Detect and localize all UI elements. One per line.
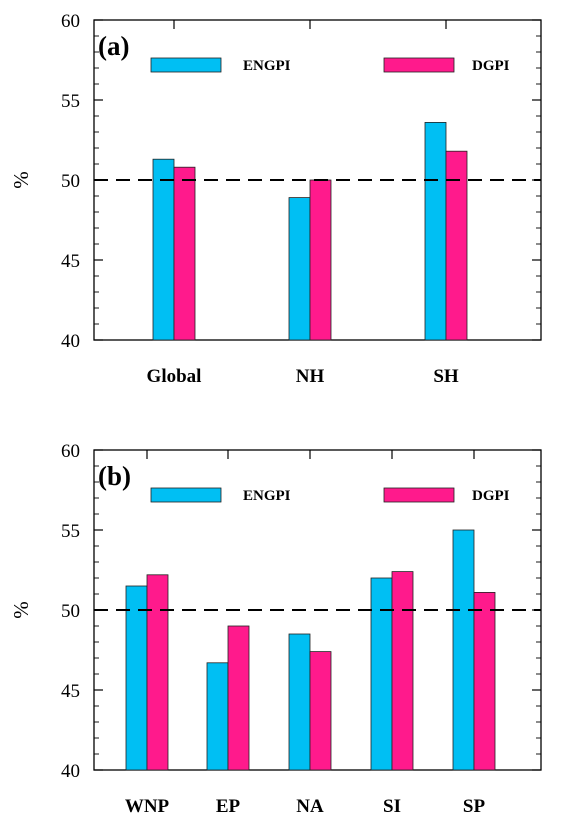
x-category-label: SH bbox=[433, 366, 459, 387]
legend-label-dgpi: DGPI bbox=[472, 488, 510, 504]
panel-label: (b) bbox=[98, 461, 131, 491]
panel-a: 40 45 50 55 60 Global NH SH% (a) ENGPI DGPI bbox=[9, 11, 542, 387]
bar-engpi-si bbox=[370, 577, 393, 771]
y-axis-label: % bbox=[9, 171, 33, 189]
y-tick-label: 40 bbox=[61, 331, 80, 352]
y-tick-label: 55 bbox=[61, 521, 80, 542]
panel-b: 40 45 50 55 60 WNP EP NA SI SP% (b) ENGPI DGPI bbox=[9, 441, 542, 817]
bar-engpi-global bbox=[152, 158, 175, 341]
y-tick-label: 45 bbox=[61, 251, 80, 272]
x-category-label: SI bbox=[383, 796, 401, 817]
bar-dgpi-ep bbox=[227, 625, 250, 771]
legend-swatch-engpi bbox=[150, 487, 222, 503]
bar-dgpi-global bbox=[173, 166, 196, 341]
x-category-label: WNP bbox=[125, 796, 170, 817]
bar-dgpi-na bbox=[309, 651, 332, 771]
y-tick-label: 50 bbox=[61, 601, 80, 622]
bar-dgpi-si bbox=[391, 571, 414, 771]
x-category-label: EP bbox=[216, 796, 241, 817]
bar-engpi-wnp bbox=[125, 585, 148, 771]
y-tick-label: 50 bbox=[61, 171, 80, 192]
legend-swatch-engpi bbox=[150, 57, 222, 73]
bar-engpi-ep bbox=[206, 662, 229, 771]
bar-dgpi-sh bbox=[445, 150, 468, 341]
bar-dgpi-wnp bbox=[146, 574, 169, 771]
x-category-label: Global bbox=[147, 366, 202, 387]
legend-label-engpi: ENGPI bbox=[243, 58, 291, 74]
bar-engpi-na bbox=[288, 633, 311, 771]
bar-engpi-sh bbox=[424, 122, 447, 341]
bar-engpi-nh bbox=[288, 197, 311, 341]
y-axis-label: % bbox=[9, 601, 33, 619]
x-category-label: SP bbox=[463, 796, 486, 817]
y-tick-label: 55 bbox=[61, 91, 80, 112]
y-tick-label: 60 bbox=[61, 441, 80, 462]
bar-dgpi-nh bbox=[309, 179, 332, 341]
legend-label-dgpi: DGPI bbox=[472, 58, 510, 74]
y-tick-label: 40 bbox=[61, 761, 80, 782]
legend-swatch-dgpi bbox=[383, 487, 455, 503]
y-tick-label: 60 bbox=[61, 11, 80, 32]
panel-label: (a) bbox=[98, 31, 129, 61]
y-tick-label: 45 bbox=[61, 681, 80, 702]
legend-swatch-dgpi bbox=[383, 57, 455, 73]
x-category-label: NH bbox=[296, 366, 325, 387]
legend-label-engpi: ENGPI bbox=[243, 488, 291, 504]
bar-dgpi-sp bbox=[473, 592, 496, 771]
bar-engpi-sp bbox=[452, 529, 475, 771]
x-category-label: NA bbox=[296, 796, 324, 817]
